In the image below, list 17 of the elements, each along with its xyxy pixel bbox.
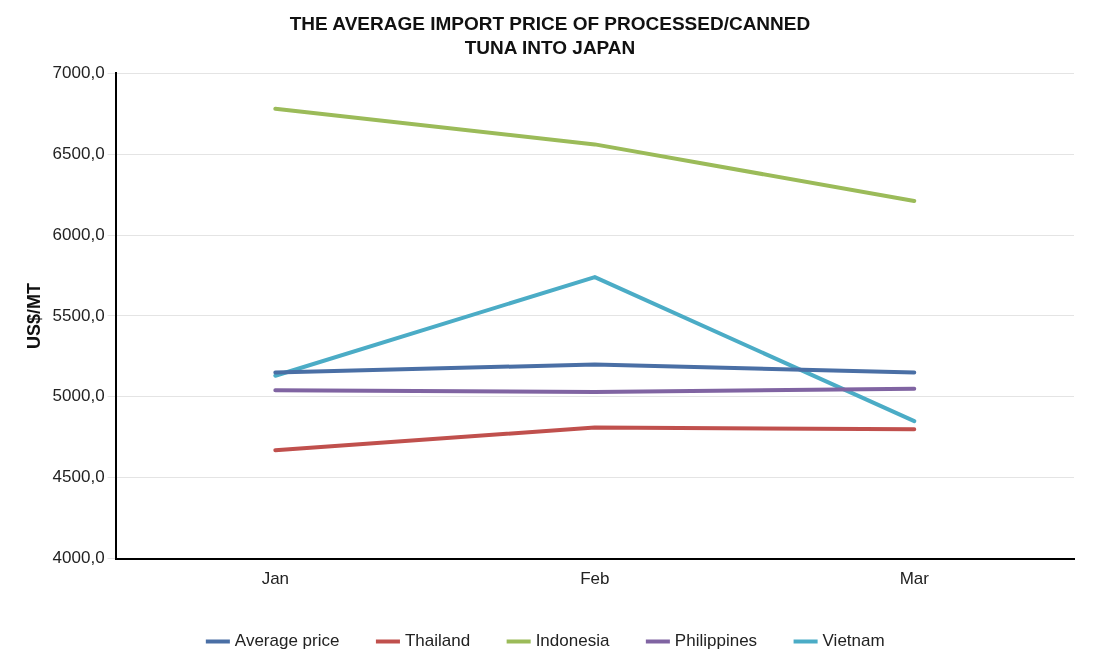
- y-tick-label: 5000,0: [52, 386, 105, 406]
- y-tick-label: 5500,0: [52, 305, 105, 325]
- y-tick-label: 4500,0: [52, 467, 105, 487]
- x-tick-label: Mar: [899, 569, 930, 589]
- x-tick-label: Jan: [261, 569, 290, 589]
- y-tick-label: 6500,0: [52, 143, 105, 163]
- legend-label: Philippines: [674, 631, 758, 651]
- legend-label: Average price: [234, 631, 340, 651]
- chart-title: THE AVERAGE IMPORT PRICE OF PROCESSED/CANNED TUNA INTO JAPAN: [288, 12, 812, 60]
- y-tick-label: 4000,0: [52, 548, 105, 568]
- legend-label: Thailand: [404, 631, 471, 651]
- y-tick-label: 7000,0: [52, 62, 105, 82]
- legend-label: Vietnam: [822, 631, 885, 651]
- legend-label: Indonesia: [535, 631, 610, 651]
- x-tick-label: Feb: [580, 569, 610, 589]
- y-axis-title: US$/MT: [23, 282, 44, 349]
- y-tick-label: 6000,0: [52, 224, 105, 244]
